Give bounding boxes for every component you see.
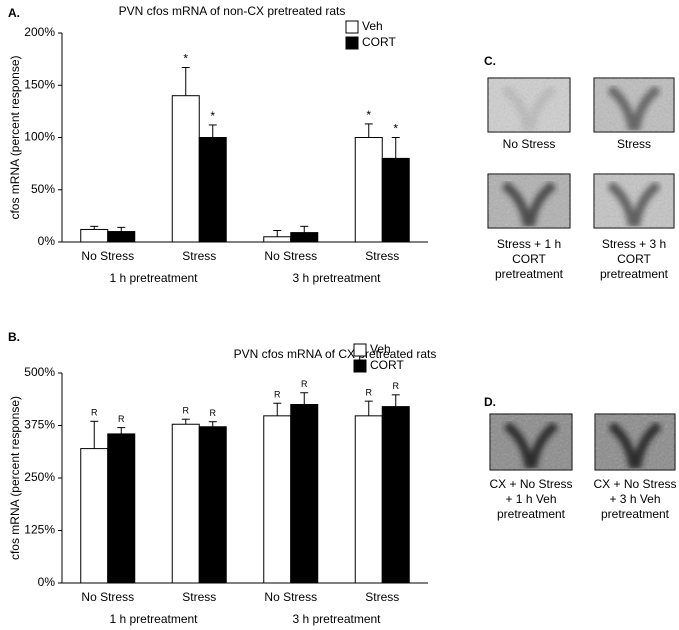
annotation: R [301, 379, 308, 389]
annotation: R [91, 408, 98, 418]
micrograph-shape [501, 181, 557, 228]
bar [263, 415, 292, 584]
x-tick-label: Stress [365, 590, 399, 604]
bar [381, 406, 410, 584]
micrograph-shape [608, 421, 662, 469]
x-tick-label: No Stress [81, 590, 134, 604]
legend-swatch [345, 36, 359, 50]
bar [171, 423, 200, 584]
x-tick-label: No Stress [81, 249, 134, 263]
chart-title: PVN cfos mRNA of CX pretreated rats [234, 347, 437, 361]
y-tick-label: 200% [24, 25, 55, 39]
panel-label: A. [8, 6, 20, 20]
annotation: * [393, 122, 398, 136]
micrograph-shape [501, 85, 557, 132]
chart-title: PVN cfos mRNA of non-CX pretreated rats [119, 4, 346, 18]
group-label: 3 h pretreatment [292, 612, 381, 626]
micrograph-shape [503, 421, 559, 469]
annotation: R [366, 388, 373, 398]
caption: CX + No Stress [489, 477, 572, 491]
y-tick-label: 250% [24, 470, 55, 484]
caption: CORT [617, 252, 651, 266]
bar [198, 137, 227, 243]
caption: + 1 h Veh [505, 492, 556, 506]
legend-label: Veh [362, 19, 383, 33]
annotation: R [274, 390, 281, 400]
y-tick-label: 375% [24, 418, 55, 432]
micrograph-shape [607, 85, 661, 132]
bar [290, 232, 319, 243]
panel-label: C. [484, 54, 496, 68]
caption: Stress + 3 h [602, 237, 666, 251]
bar [171, 95, 200, 243]
y-tick-label: 0% [38, 234, 56, 248]
caption: Stress [617, 137, 651, 151]
y-tick-label: 100% [24, 130, 55, 144]
caption: pretreatment [601, 507, 670, 521]
caption: CX + No Stress [593, 477, 676, 491]
caption: No Stress [503, 137, 556, 151]
y-tick-label: 150% [24, 77, 55, 91]
caption: CORT [512, 252, 546, 266]
bar [381, 157, 410, 243]
bar [80, 228, 109, 243]
caption: Stress + 1 h [497, 237, 561, 251]
y-tick-label: 50% [31, 182, 55, 196]
panel-label: B. [8, 330, 20, 344]
y-tick-label: 500% [24, 365, 55, 379]
group-label: 1 h pretreatment [109, 271, 198, 285]
annotation: R [393, 381, 400, 391]
bar [198, 426, 227, 584]
annotation: R [118, 414, 125, 424]
y-axis-label: cfos mRNA (percent response) [8, 396, 22, 560]
legend-label: CORT [370, 358, 404, 372]
y-axis-label: cfos mRNA (percent response) [8, 55, 22, 219]
panel-label: D. [484, 395, 496, 409]
group-label: 1 h pretreatment [109, 612, 198, 626]
group-label: 3 h pretreatment [292, 271, 381, 285]
y-tick-label: 0% [38, 575, 56, 589]
y-tick-label: 125% [24, 523, 55, 537]
bar [354, 415, 383, 584]
x-tick-label: No Stress [264, 249, 317, 263]
x-tick-label: Stress [182, 590, 216, 604]
x-tick-label: Stress [182, 249, 216, 263]
bar [107, 231, 136, 243]
caption: pretreatment [600, 267, 669, 281]
bar [263, 236, 292, 243]
bar [80, 448, 109, 584]
bar [107, 433, 136, 584]
annotation: R [183, 406, 190, 416]
caption: + 3 h Veh [609, 492, 660, 506]
legend-label: CORT [362, 35, 396, 49]
bar [354, 137, 383, 243]
annotation: R [210, 408, 217, 418]
legend-label: Veh [370, 342, 391, 356]
x-tick-label: No Stress [264, 590, 317, 604]
micrograph-shape [607, 181, 661, 228]
legend-swatch [345, 20, 359, 34]
caption: pretreatment [497, 507, 566, 521]
legend-swatch [353, 343, 367, 357]
annotation: * [210, 109, 215, 123]
annotation: * [183, 52, 188, 66]
caption: pretreatment [495, 267, 564, 281]
legend-swatch [353, 359, 367, 373]
annotation: * [366, 108, 371, 122]
bar [290, 404, 319, 584]
x-tick-label: Stress [365, 249, 399, 263]
